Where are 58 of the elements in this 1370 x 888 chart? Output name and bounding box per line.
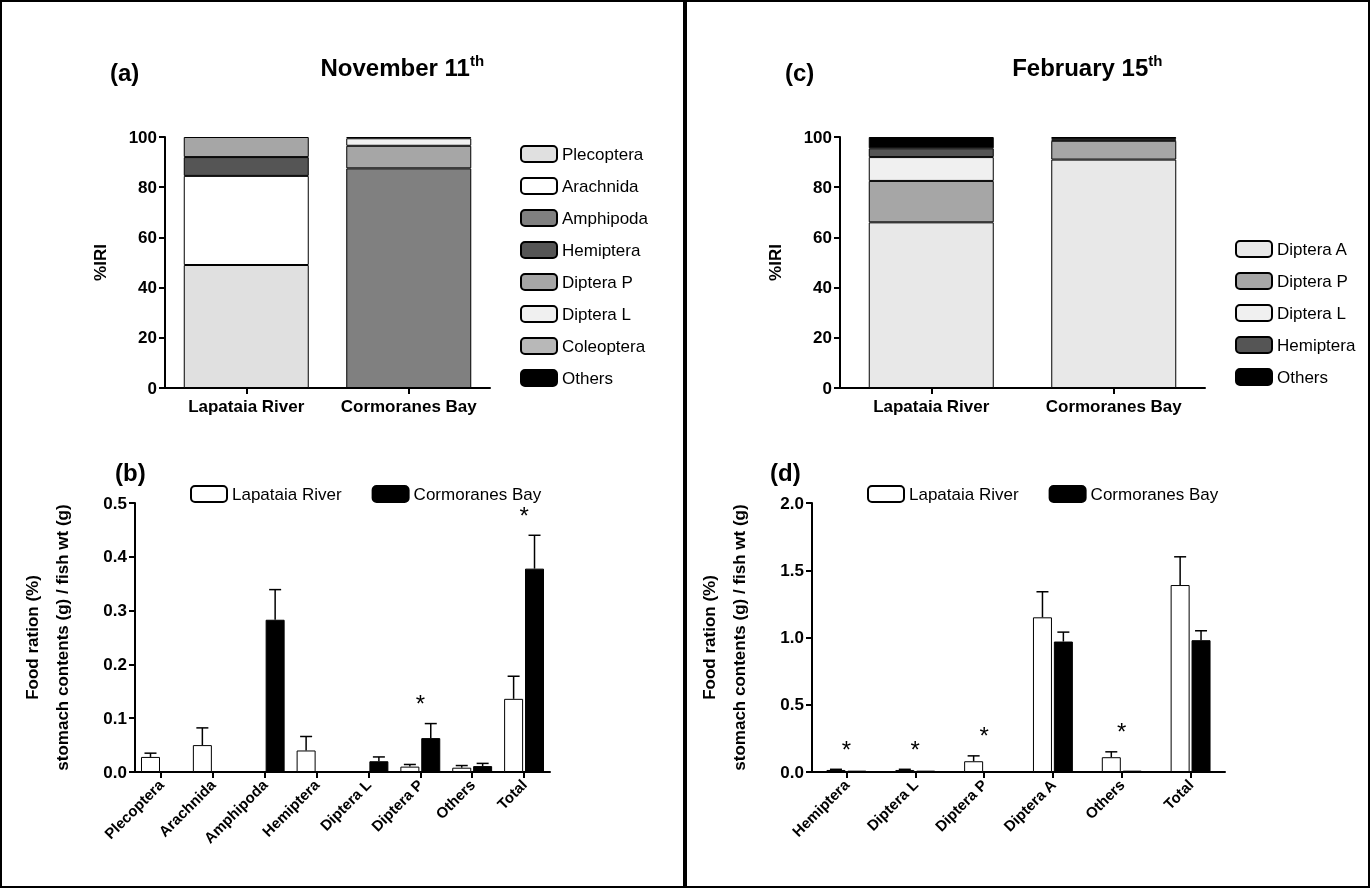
legend-label: Diptera A [1277,239,1348,259]
legend-label: Diptera P [1277,271,1348,291]
legend-label: Diptera L [1277,303,1346,323]
y-tick-label: 40 [138,278,157,298]
legend-label: Others [562,368,614,388]
text: (b) [115,458,146,486]
y-tick-label: 100 [803,127,832,147]
legend-label: Amphipoda [562,208,649,228]
y-tick-label: 0 [822,378,832,398]
y-tick-label: 0.2 [103,654,127,674]
y-tick-label: 0 [147,378,157,398]
y-tick-label: 0.5 [103,493,127,513]
y-tick-label: 60 [138,227,157,247]
legend-label: Lapataia River [232,484,342,504]
y-axis-title: Food ration (%) stomach contents (g) / fish wt (g) [22,504,72,771]
annotation: * [910,735,920,763]
y-tick-label: 0.3 [103,601,127,621]
annotation: * [415,690,425,718]
y-tick-label: 2.0 [780,493,804,513]
y-tick-label: 0.4 [103,547,128,567]
y-tick-label: 20 [813,328,832,348]
legend-label: Diptera P [562,272,633,292]
y-tick-label: 60 [813,227,832,247]
y-tick-label: 0.5 [780,695,804,715]
y-axis-title: %IRI [90,244,110,281]
legend-label: Diptera L [562,304,631,324]
y-axis-title: Food ration (%) stomach contents (g) / fish wt (g) [699,504,749,771]
text: (c) [785,58,815,86]
legend-label: Coleoptera [562,336,646,356]
legend-label: Lapataia River [909,484,1019,504]
y-tick-label: 80 [813,177,832,197]
y-tick-label: 100 [128,127,157,147]
y-tick-label: 80 [138,177,157,197]
annotation: * [979,722,989,750]
x-tick-label: Lapataia River [873,397,990,416]
annotation: * [519,501,529,529]
x-tick-label: Cormoranes Bay [1045,397,1183,416]
y-tick-label: 40 [813,278,832,298]
annotation: * [841,735,852,763]
legend-label: Plecoptera [562,144,644,164]
legend-label: Others [1277,367,1329,387]
y-axis-title: %IRI [765,244,785,281]
y-tick-label: 20 [138,328,157,348]
legend-label: Hemiptera [1277,335,1356,355]
y-tick-label: 1.5 [780,560,804,580]
legend-label: Cormoranes Bay [1090,484,1219,504]
legend-label: Arachnida [562,176,640,196]
y-tick-label: 0.1 [103,708,127,728]
text: (d) [770,458,801,486]
text: (a) [110,58,140,86]
legend-label: Cormoranes Bay [413,484,542,504]
x-tick-label: Lapataia River [188,397,305,416]
y-tick-label: 0.0 [780,762,804,782]
annotation: * [1117,718,1127,746]
y-tick-label: 0.0 [103,762,127,782]
x-tick-label: Cormoranes Bay [340,397,478,416]
legend-label: Hemiptera [562,240,641,260]
y-tick-label: 1.0 [780,628,804,647]
